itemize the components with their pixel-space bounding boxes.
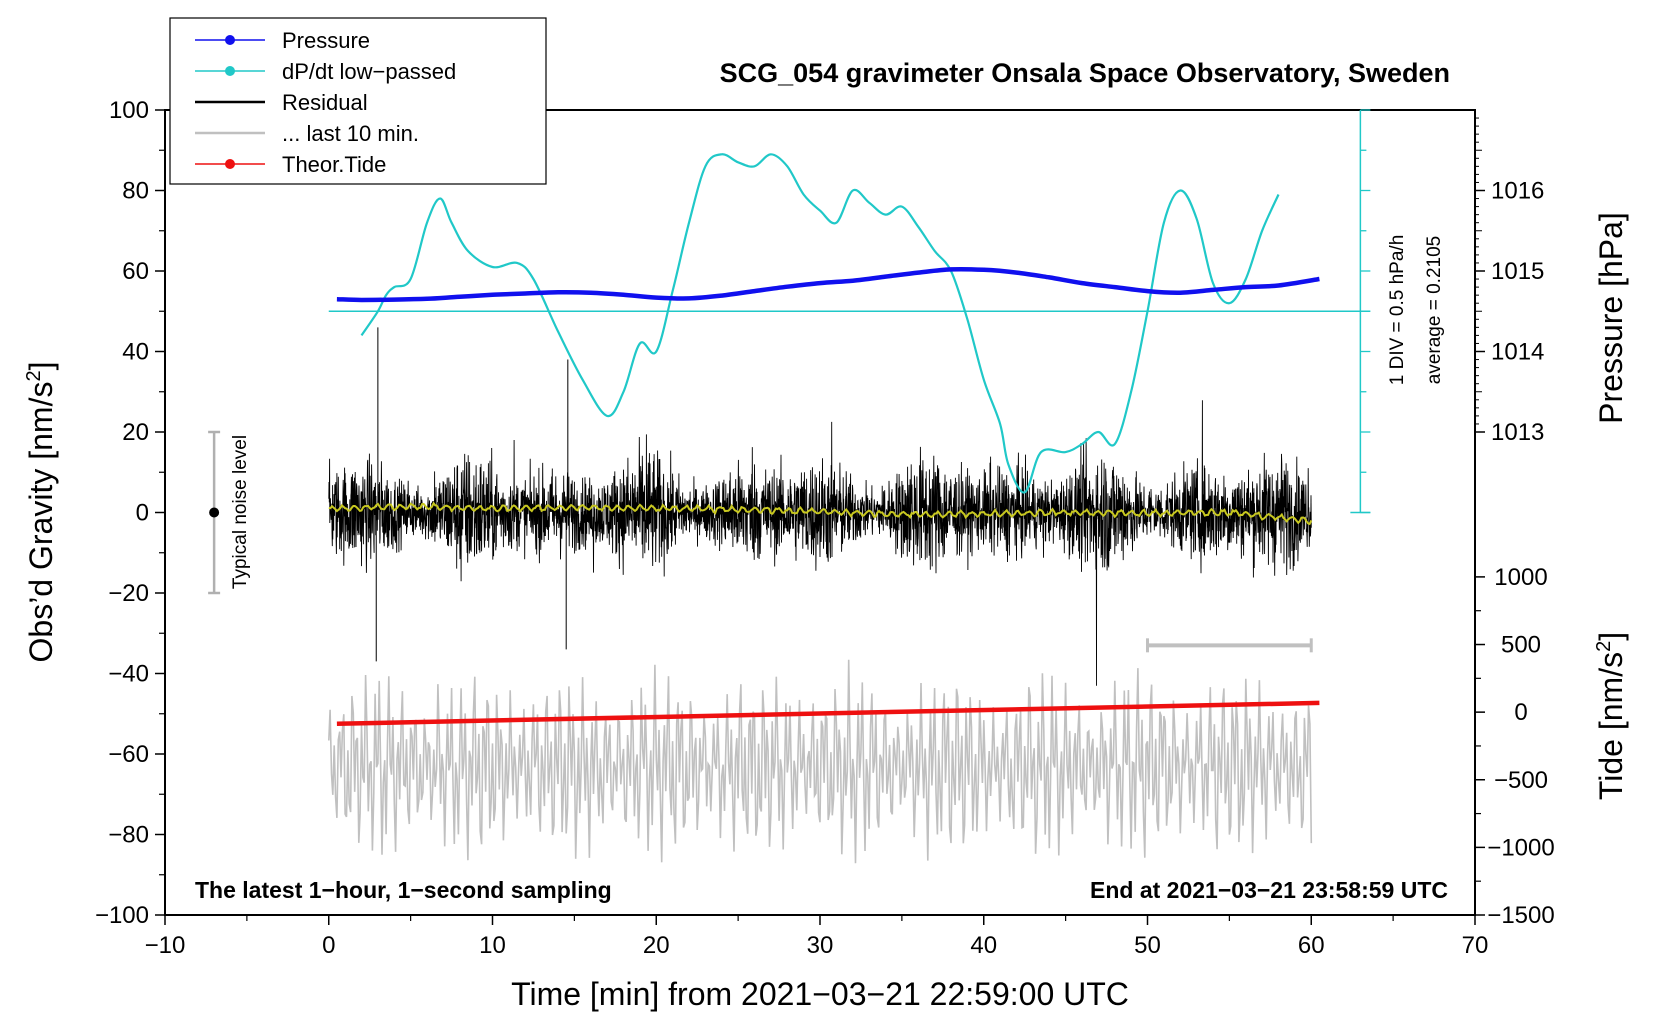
tide-tick-label: 0 (1514, 699, 1527, 726)
dpdt-line (360, 153, 1280, 494)
y-tick-label: 60 (122, 258, 149, 285)
tide-tick-label: −1000 (1487, 834, 1554, 861)
x-tick-label: 70 (1462, 932, 1489, 959)
annotation-end-time: End at 2021−03−21 23:58:59 UTC (1090, 877, 1448, 903)
chart-title: SCG_054 gravimeter Onsala Space Observat… (720, 58, 1450, 88)
legend-marker (225, 66, 235, 76)
pressure-line (336, 266, 1320, 303)
tide-tick-label: −500 (1494, 767, 1548, 794)
legend: Pressure dP/dt low−passed Residual ... last… (169, 17, 547, 185)
tide-tick-label: 1000 (1494, 564, 1547, 591)
y-tick-label: 40 (122, 339, 149, 366)
legend-label: ... last 10 min. (282, 121, 419, 146)
y-tick-label: −100 (95, 902, 149, 929)
x-tick-label: 60 (1298, 932, 1325, 959)
x-axis: −10 0 10 20 30 40 50 60 70 (145, 915, 1489, 959)
legend-marker (225, 35, 235, 45)
legend-marker (225, 159, 235, 169)
series-pressure (336, 266, 1320, 303)
x-tick-label: −10 (145, 932, 186, 959)
residual-line (328, 400, 1312, 686)
last-10-min-line (328, 659, 1313, 864)
tide-line (336, 700, 1320, 727)
y-tick-label: 100 (109, 97, 149, 124)
series-residual (328, 327, 1312, 686)
legend-label: Residual (282, 90, 368, 115)
noise-level-dot (209, 507, 220, 518)
dpdt-div-label: 1 DIV = 0.5 hPa/h (1387, 235, 1408, 386)
pressure-tick-label: 1016 (1491, 178, 1544, 205)
y-tick-label: 0 (136, 500, 149, 527)
noise-level-label: Typical noise level (230, 435, 251, 589)
series-dpdt (360, 153, 1280, 494)
x-tick-label: 20 (643, 932, 670, 959)
pressure-tick-label: 1013 (1491, 419, 1544, 446)
pressure-tick-label: 1015 (1491, 258, 1544, 285)
series-residual-smoothed (328, 501, 1313, 526)
y-axis-title: Obs’d Gravity [nm/s2] (23, 362, 59, 663)
x-tick-label: 40 (970, 932, 997, 959)
x-tick-label: 0 (322, 932, 335, 959)
x-axis-title: Time [min] from 2021−03−21 22:59:00 UTC (511, 976, 1129, 1012)
x-tick-label: 10 (479, 932, 506, 959)
x-tick-label: 30 (807, 932, 834, 959)
series-last-10-min (328, 659, 1313, 864)
pressure-axis: 1013 1014 1015 1016 (1475, 117, 1544, 446)
chart-extras (208, 109, 1371, 653)
tide-axis-title: Tide [nm/s2] (1593, 632, 1629, 800)
residual-smoothed-line (328, 501, 1313, 526)
y-tick-label: −40 (108, 661, 149, 688)
legend-label: Pressure (282, 28, 370, 53)
tide-axis: −1500 −1000 −500 0 500 1000 (1475, 564, 1555, 929)
dpdt-average-label: average = 0.2105 (1424, 236, 1445, 384)
x-tick-label: 50 (1134, 932, 1161, 959)
tide-tick-label: 500 (1501, 632, 1541, 659)
pressure-tick-label: 1014 (1491, 339, 1544, 366)
tide-tick-label: −1500 (1487, 902, 1554, 929)
legend-label: dP/dt low−passed (282, 59, 456, 84)
y-tick-label: −80 (108, 822, 149, 849)
y-tick-label: 80 (122, 178, 149, 205)
pressure-axis-title: Pressure [hPa] (1593, 212, 1629, 424)
legend-label: Theor.Tide (282, 152, 386, 177)
series-theor-tide (336, 700, 1320, 727)
y-axis: −100 −80 −60 −40 −20 0 20 40 60 80 100 (95, 97, 165, 929)
annotation-sampling: The latest 1−hour, 1−second sampling (195, 877, 612, 903)
y-tick-label: 20 (122, 419, 149, 446)
y-tick-label: −60 (108, 741, 149, 768)
y-tick-label: −20 (108, 580, 149, 607)
